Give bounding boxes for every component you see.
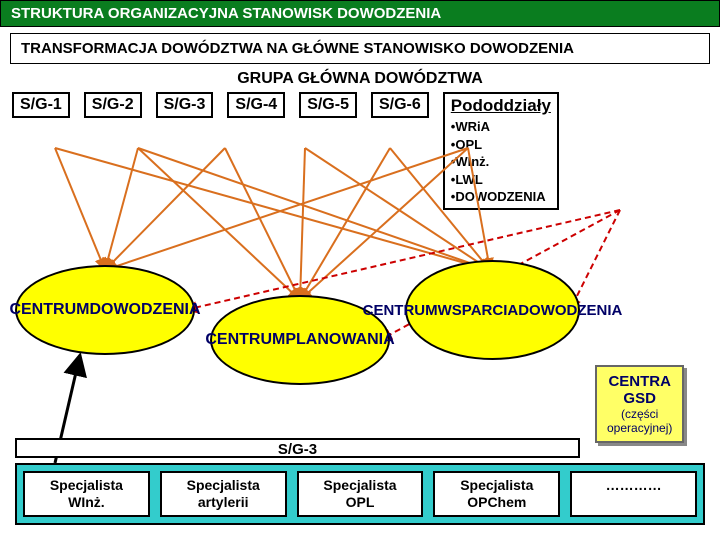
sg3-bar: S/G-3 — [15, 438, 580, 458]
pod-item: •WRiA — [451, 118, 551, 136]
ellipse-e1: CENTRUMDOWODZENIA — [15, 265, 195, 355]
sg-box-4: S/G-4 — [227, 92, 285, 118]
specialist-box: SpecjalistaOPL — [297, 471, 424, 517]
specialist-box: SpecjalistaWInż. — [23, 471, 150, 517]
specialist-box: ………… — [570, 471, 697, 517]
pododdzialy-title: Pododdziały — [451, 96, 551, 116]
specialists-row: SpecjalistaWInż.SpecjalistaartyleriiSpec… — [15, 463, 705, 525]
specialist-box: SpecjalistaOPChem — [433, 471, 560, 517]
pod-item: •OPL — [451, 136, 551, 154]
specialist-box: Specjalistaartylerii — [160, 471, 287, 517]
pod-item: •WInż. — [451, 153, 551, 171]
ellipse-e3: CENTRUMWSPARCIADOWODZENIA — [405, 260, 580, 360]
sg-row: S/G-1 S/G-2 S/G-3 S/G-4 S/G-5 S/G-6 Podo… — [0, 88, 720, 214]
sg-box-3: S/G-3 — [156, 92, 214, 118]
centra-gsd-box: CENTRAGSD(częścioperacyjnej) — [595, 365, 684, 443]
header-sub: TRANSFORMACJA DOWÓDZTWA NA GŁÓWNE STANOW… — [10, 33, 710, 64]
pod-item: •DOWODZENIA — [451, 188, 551, 206]
sg-box-2: S/G-2 — [84, 92, 142, 118]
group-title: GRUPA GŁÓWNA DOWÓDZTWA — [0, 70, 720, 88]
sg-box-1: S/G-1 — [12, 92, 70, 118]
header-green: STRUKTURA ORGANIZACYJNA STANOWISK DOWODZ… — [0, 0, 720, 27]
pod-item: •LWL — [451, 171, 551, 189]
pododdzialy-list: •WRiA •OPL •WInż. •LWL •DOWODZENIA — [451, 118, 551, 206]
pododdzialy-box: Pododdziały •WRiA •OPL •WInż. •LWL •DOWO… — [443, 92, 559, 210]
sg-box-5: S/G-5 — [299, 92, 357, 118]
sg-box-6: S/G-6 — [371, 92, 429, 118]
